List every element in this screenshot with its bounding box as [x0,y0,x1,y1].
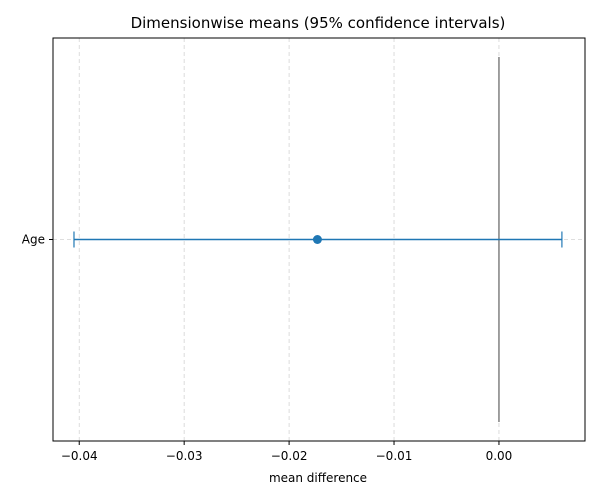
x-axis-ticks: −0.04 −0.03 −0.02 −0.01 0.00 [61,441,512,463]
x-axis-label: mean difference [269,471,367,485]
x-tick-label: −0.01 [376,449,413,463]
x-tick-label: −0.04 [61,449,98,463]
mean-point [312,235,322,244]
y-tick-label: Age [22,233,45,247]
x-tick-label: 0.00 [486,449,513,463]
x-tick-label: −0.03 [166,449,203,463]
y-axis-ticks: Age [22,233,53,247]
chart-title: Dimensionwise means (95% confidence inte… [131,14,506,32]
x-tick-label: −0.02 [271,449,308,463]
data-marks [73,231,563,248]
